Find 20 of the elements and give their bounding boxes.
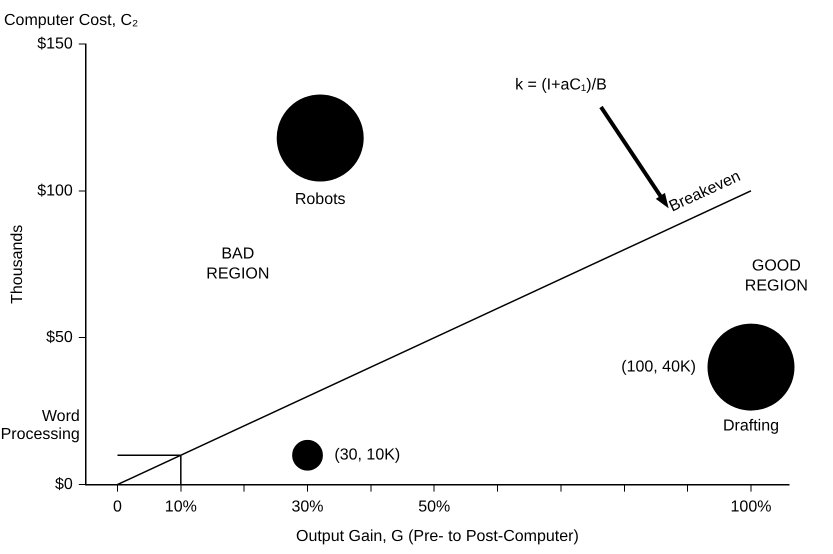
x-tick-label: 10% [164, 498, 197, 516]
data-label: (100, 40K) [621, 358, 696, 376]
y-tick-label: $150 [37, 35, 73, 52]
y-tick-label: $0 [54, 476, 73, 494]
x-axis-title: Output Gain, G (Pre- to Post-Computer) [296, 528, 579, 545]
text: Word Processing [0, 408, 80, 443]
x-tick-label: 50% [418, 498, 450, 516]
annotation: k = (I+aC₁)/B [515, 76, 607, 94]
chart-title: Computer Cost, C₂ [4, 12, 138, 29]
annotation: Drafting [722, 417, 780, 434]
data-label: (30, 10K) [334, 446, 400, 464]
annotation: Robots [294, 191, 346, 208]
y-axis-title: Thousands [9, 224, 26, 304]
y-tick-label: $50 [46, 329, 73, 346]
x-tick-label: 100% [730, 498, 772, 516]
y-tick-label: $100 [37, 182, 73, 200]
x-tick-label: 30% [292, 498, 324, 516]
annotation: GOOD REGION [744, 257, 808, 294]
x-tick-label: 0 [113, 498, 122, 516]
annotation: BAD REGION [206, 246, 270, 283]
